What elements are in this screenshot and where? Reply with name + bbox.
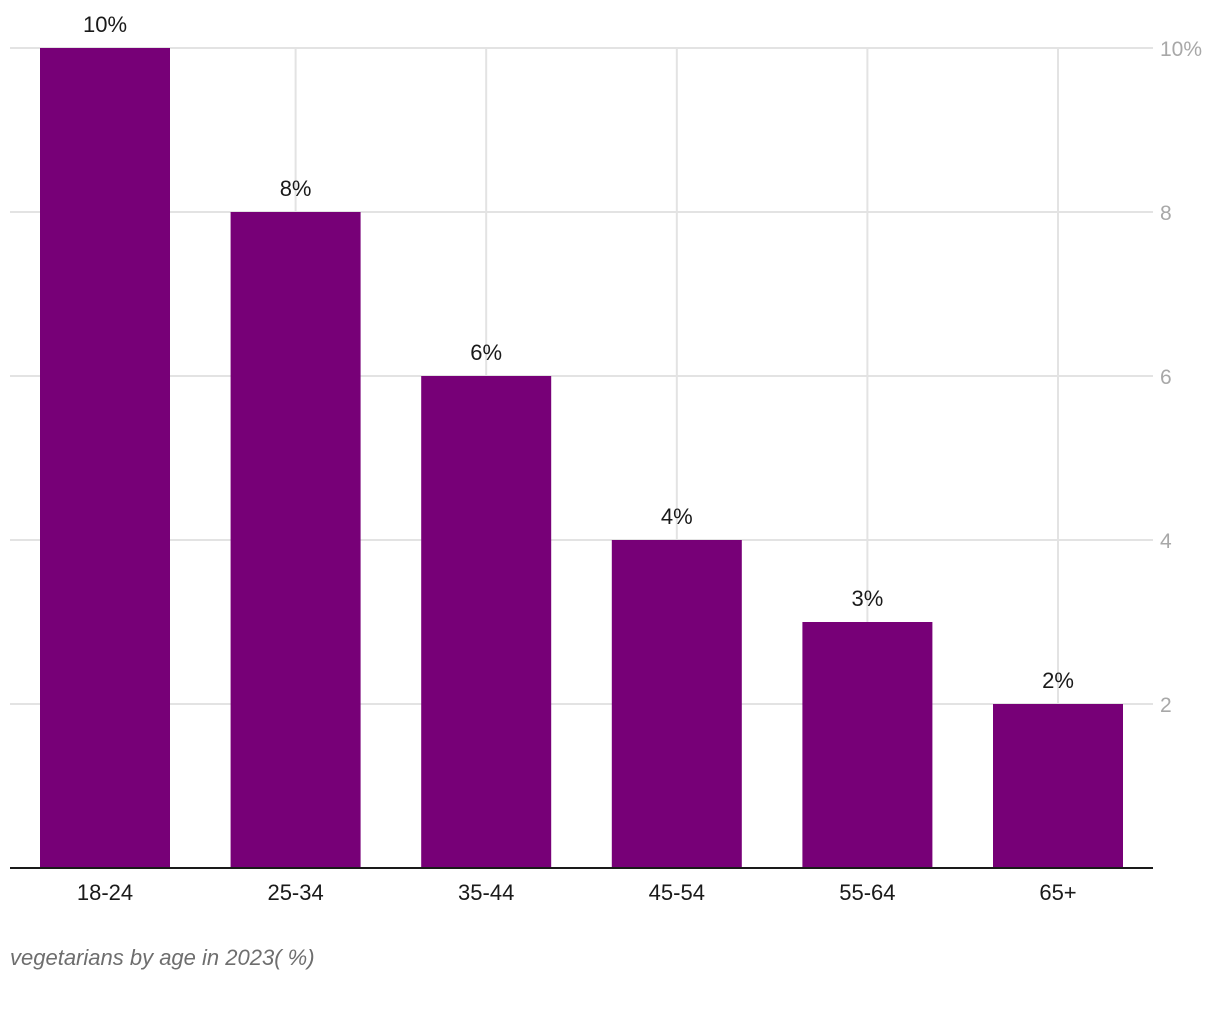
y-tick-label: 6 (1160, 366, 1172, 389)
x-tick-label: 35-44 (458, 880, 514, 905)
x-tick-label: 25-34 (267, 880, 323, 905)
data-label: 4% (661, 504, 693, 529)
x-tick-label: 55-64 (839, 880, 895, 905)
y-tick-label: 8 (1160, 202, 1172, 225)
bars (40, 48, 1123, 868)
x-tick-label: 65+ (1039, 880, 1076, 905)
data-label: 8% (280, 176, 312, 201)
y-axis-ticks: 2 4 6 8 10% (1160, 38, 1202, 717)
chart-caption: vegetarians by age in 2023( %) (10, 945, 315, 970)
gridlines (10, 47, 1153, 868)
bar-45-54 (611, 540, 742, 868)
data-labels: 10% 8% 6% 4% 3% 2% (83, 12, 1074, 693)
data-label: 10% (83, 12, 127, 37)
y-tick-label: 10% (1160, 38, 1202, 61)
x-tick-label: 18-24 (77, 880, 133, 905)
data-label: 6% (470, 340, 502, 365)
x-tick-label: 45-54 (649, 880, 705, 905)
data-label: 2% (1042, 668, 1074, 693)
data-label: 3% (852, 586, 884, 611)
y-tick-label: 4 (1160, 530, 1172, 553)
x-axis-ticks: 18-24 25-34 35-44 45-54 55-64 65+ (77, 880, 1077, 905)
bar-65+ (993, 704, 1123, 868)
bar-18-24 (40, 48, 170, 868)
bar-chart: 10% 8% 6% 4% 3% 2% 2 4 6 8 10% 18-24 25-34 35-44 45-… (10, 12, 1202, 905)
bar-35-44 (421, 376, 552, 868)
y-tick-label: 2 (1160, 694, 1172, 717)
bar-55-64 (802, 622, 933, 868)
bar-25-34 (230, 212, 361, 868)
